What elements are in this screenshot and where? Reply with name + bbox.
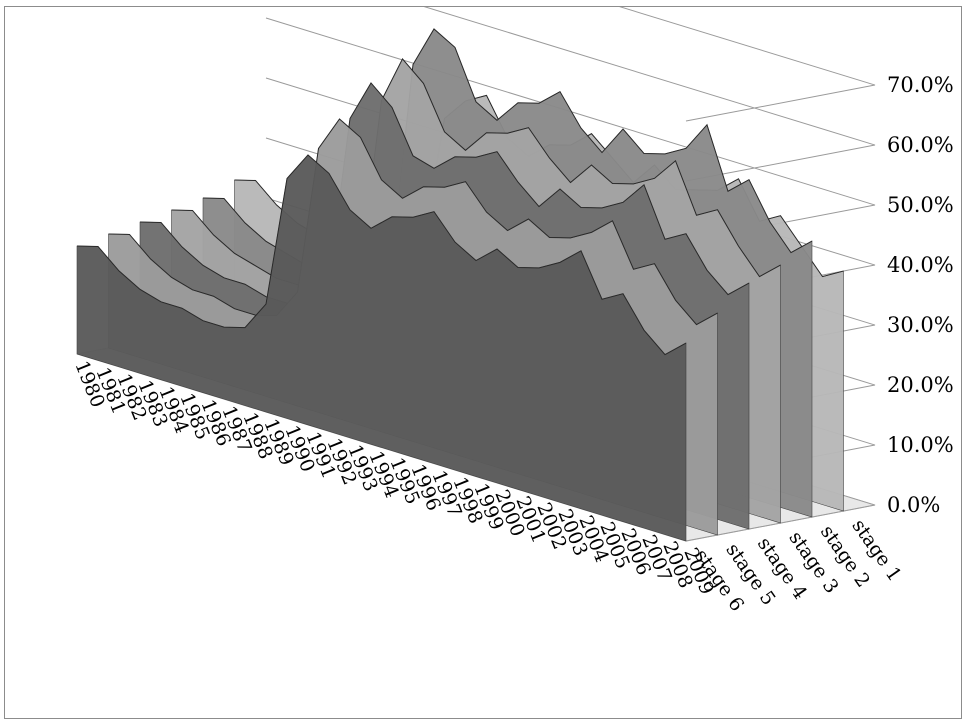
y-tick-label: 10.0%: [887, 433, 954, 457]
y-tick-label: 30.0%: [887, 313, 954, 337]
y-tick-label: 0.0%: [887, 493, 940, 517]
y-tick-label: 70.0%: [887, 73, 954, 97]
gridline: [423, 7, 876, 182]
area-3d-chart: 0.0%10.0%20.0%30.0%40.0%50.0%60.0%70.0% …: [70, 7, 954, 615]
series-line-4: [139, 82, 750, 305]
y-tick-label: 50.0%: [887, 193, 954, 217]
y-tick-label: 20.0%: [887, 373, 954, 397]
series-line-5: [108, 118, 718, 326]
y-tick-label: 60.0%: [887, 133, 954, 157]
series-line-6: [76, 154, 687, 356]
gridline: [619, 7, 876, 122]
chart-frame: 0.0% 10.0% 20.0% 30.0% 40.0% 50.0% 60.0% 70.0% …: [4, 6, 962, 719]
y-tick-label: 40.0%: [887, 253, 954, 277]
